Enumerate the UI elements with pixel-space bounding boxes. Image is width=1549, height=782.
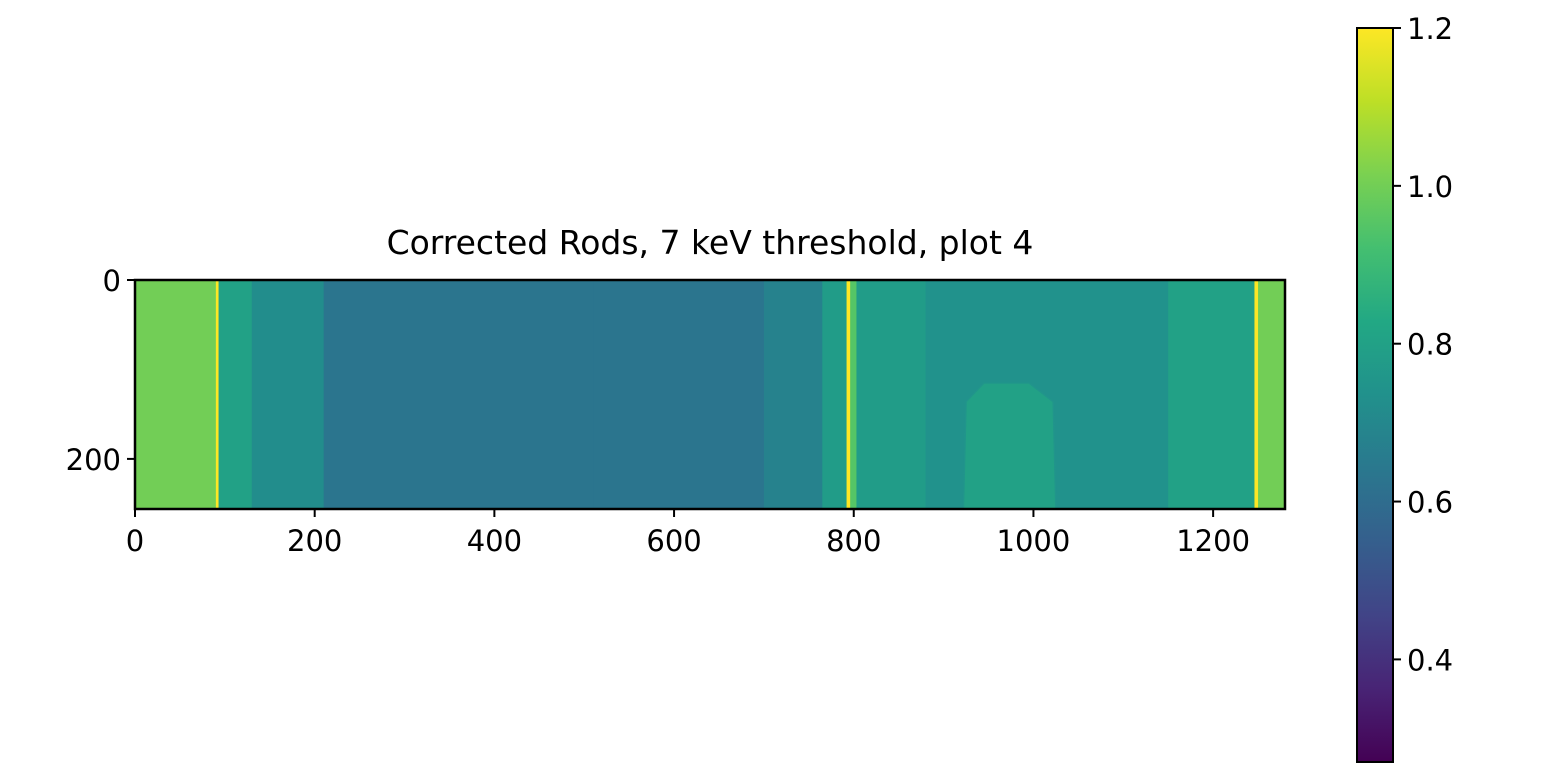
colorbar-tick-label: 1.0 — [1407, 170, 1453, 204]
colorbar-tick-label: 0.4 — [1407, 643, 1453, 677]
heatmap-band-8 — [846, 280, 851, 509]
heatmap-band-10 — [856, 280, 927, 509]
heatmap-band-14 — [1258, 280, 1285, 509]
heatmap-band-6 — [763, 280, 823, 509]
heatmap-band-1 — [215, 280, 220, 509]
colorbar — [1356, 27, 1394, 763]
x-axis: 0 200 400 600 800 1000 1200 — [126, 509, 1250, 558]
heatmap-band-12 — [1168, 280, 1256, 509]
heatmap-band-9 — [850, 280, 858, 509]
y-tick-label: 200 — [66, 443, 121, 477]
colorbar-tick-label: 1.2 — [1407, 12, 1453, 46]
colorbar-tick-label: 0.8 — [1407, 328, 1453, 362]
colorbar-axis: 0.4 0.6 0.8 1.0 1.2 — [1393, 12, 1453, 677]
heatmap-band-3 — [251, 280, 325, 509]
heatmap-band-4 — [323, 280, 594, 509]
plot-frame — [133, 278, 1287, 511]
y-axis: 0 200 — [66, 264, 135, 477]
heatmap-image — [135, 280, 1285, 509]
x-tick-label: 1000 — [997, 524, 1071, 558]
chart-title: Corrected Rods, 7 keV threshold, plot 4 — [387, 223, 1034, 262]
x-tick-label: 0 — [126, 524, 144, 558]
x-tick-label: 600 — [646, 524, 701, 558]
x-tick-label: 200 — [287, 524, 342, 558]
heatmap-insert — [962, 382, 1057, 509]
x-tick-label: 800 — [826, 524, 881, 558]
x-tick-label: 1200 — [1176, 524, 1250, 558]
colorbar-tick-label: 0.6 — [1407, 486, 1453, 520]
heatmap-band-0 — [135, 280, 217, 509]
heatmap-band-2 — [218, 280, 253, 509]
heatmap-band-5 — [593, 280, 765, 509]
y-tick-label: 0 — [103, 264, 121, 298]
heatmap-band-7 — [822, 280, 848, 509]
x-tick-label: 400 — [467, 524, 522, 558]
heatmap-band-13 — [1254, 280, 1259, 509]
